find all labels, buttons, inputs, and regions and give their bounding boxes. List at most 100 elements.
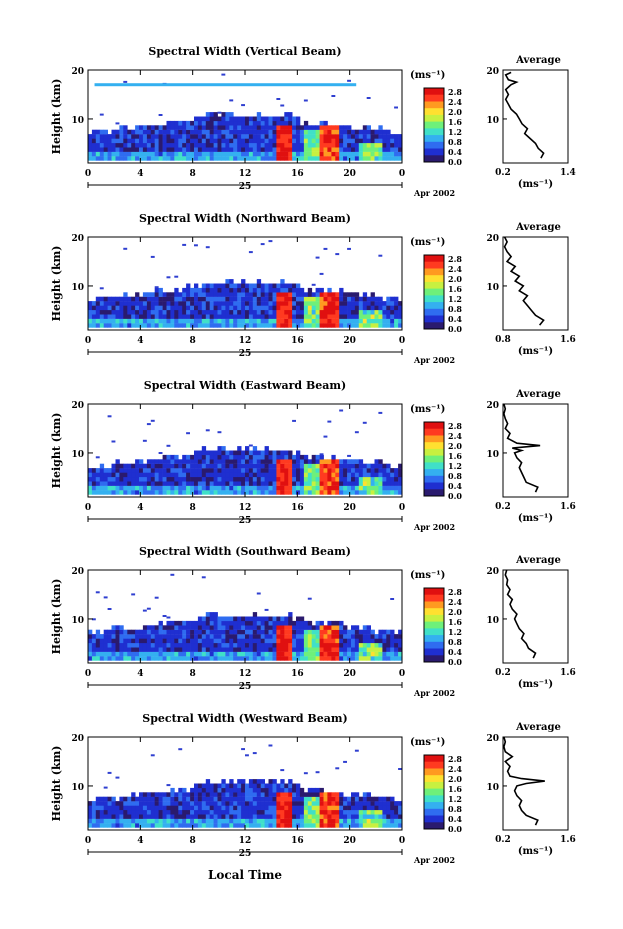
y-tick-label: 10 (71, 283, 84, 293)
colorbar-swatch (424, 101, 444, 109)
panel-2: Spectral Width (Northward Beam) 20 10 Heigh… (50, 212, 576, 365)
colorbar-swatch (424, 648, 444, 656)
panel-4: Spectral Width (Southward Beam) 20 10 Heigh… (50, 545, 576, 698)
y-tick-label: 10 (71, 616, 84, 626)
colorbar-tick-label: 2.0 (448, 607, 462, 617)
average-x-label: (ms⁻¹) (518, 679, 553, 690)
x-tick-label: 8 (190, 503, 196, 513)
panel-title: Spectral Width (Vertical Beam) (148, 45, 341, 58)
average-x-tick-label: 1.6 (560, 335, 576, 345)
colorbar-tick-label: 2.4 (448, 431, 462, 441)
colorbar-swatch (424, 88, 444, 96)
x-tick-label: 12 (239, 836, 252, 846)
colorbar-tick-label: 1.6 (448, 284, 462, 294)
average-x-tick-label: 0.2 (495, 835, 511, 845)
x-tick-label: 0 (85, 336, 91, 346)
colorbar-tick-label: 0.4 (448, 147, 462, 157)
average-x-tick-label: 0.2 (495, 668, 511, 678)
x-tick-label: 12 (239, 169, 252, 179)
y-tick-label: 10 (71, 783, 84, 793)
colorbar-swatch (424, 795, 444, 803)
colorbar-tick-label: 0.0 (448, 157, 462, 167)
colorbar-swatch (424, 268, 444, 276)
colorbar-tick-label: 0.0 (448, 491, 462, 501)
colorbar-tick-label: 0.4 (448, 647, 462, 657)
x-tick-label: 4 (137, 503, 143, 513)
colorbar-swatch (424, 775, 444, 783)
colorbar-tick-label: 0.0 (448, 824, 462, 834)
x-tick-label: 0 (85, 169, 91, 179)
colorbar-tick-label: 1.6 (448, 117, 462, 127)
colorbar-swatch (424, 475, 444, 483)
colorbar-tick-label: 0.8 (448, 637, 462, 647)
average-profile-line (503, 236, 545, 326)
colorbar-tick-label: 2.8 (448, 87, 462, 97)
x-tick-label: 4 (137, 669, 143, 679)
colorbar-frame (423, 421, 445, 497)
colorbar-tick-label: 0.4 (448, 314, 462, 324)
colorbar-tick-label: 2.4 (448, 764, 462, 774)
colorbar-swatch (424, 641, 444, 649)
colorbar-swatch (424, 442, 444, 450)
heatmap-cells (88, 240, 403, 328)
x-tick-label: 0 (399, 836, 405, 846)
x-tick-label: 8 (190, 836, 196, 846)
colorbar-swatch (424, 802, 444, 810)
colorbar-units: (ms⁻¹) (410, 570, 445, 581)
x-tick-label: 16 (291, 169, 304, 179)
average-profile-line (503, 736, 545, 826)
average-x-label: (ms⁻¹) (518, 513, 553, 524)
date-label: Apr 2002 (413, 522, 455, 532)
colorbar-tick-label: 1.2 (448, 461, 462, 471)
x-tick-label: 0 (399, 169, 405, 179)
y-tick-label: 20 (71, 234, 84, 244)
colorbar-swatch (424, 621, 444, 629)
colorbar-swatch (424, 489, 444, 497)
colorbar-tick-label: 1.2 (448, 627, 462, 637)
x-tick-label: 16 (291, 336, 304, 346)
average-y-tick-label: 10 (486, 783, 499, 793)
y-tick-label: 20 (71, 567, 84, 577)
date-label: Apr 2002 (413, 188, 455, 198)
colorbar-tick-label: 2.0 (448, 274, 462, 284)
x-tick-label: 16 (291, 503, 304, 513)
x-tick-label: 4 (137, 836, 143, 846)
heatmap-cells (88, 73, 403, 161)
average-x-tick-label: 1.6 (560, 502, 576, 512)
average-profile-line (504, 569, 537, 659)
colorbar-tick-label: 2.0 (448, 774, 462, 784)
colorbar-swatch (424, 261, 444, 269)
average-x-label: (ms⁻¹) (518, 179, 553, 190)
average-x-label: (ms⁻¹) (518, 346, 553, 357)
colorbar-frame (423, 254, 445, 330)
average-frame (502, 236, 569, 331)
colorbar-swatch (424, 288, 444, 296)
colorbar-swatch (424, 135, 444, 143)
y-axis-label: Height (km) (50, 579, 63, 655)
colorbar-swatch (424, 128, 444, 136)
x-tick-label: 4 (137, 169, 143, 179)
colorbar-swatch (424, 482, 444, 490)
average-y-tick-label: 20 (486, 734, 499, 744)
y-axis-label: Height (km) (50, 246, 63, 322)
colorbar-swatch (424, 315, 444, 323)
colorbar-swatch (424, 121, 444, 129)
average-x-tick-label: 0.8 (495, 335, 511, 345)
colorbar-swatch (424, 462, 444, 470)
colorbar-tick-label: 2.8 (448, 754, 462, 764)
panel-title: Spectral Width (Eastward Beam) (144, 379, 346, 392)
upper-layer (94, 83, 357, 87)
y-tick-label: 20 (71, 67, 84, 77)
colorbar-swatch (424, 822, 444, 830)
colorbar-swatch (424, 302, 444, 310)
average-y-tick-label: 10 (486, 450, 499, 460)
colorbar-tick-label: 2.4 (448, 264, 462, 274)
colorbar-swatch (424, 255, 444, 263)
colorbar-swatch (424, 295, 444, 303)
average-y-tick-label: 20 (486, 67, 499, 77)
panel-title: Spectral Width (Southward Beam) (139, 545, 351, 558)
colorbar-units: (ms⁻¹) (410, 737, 445, 748)
colorbar-swatch (424, 455, 444, 463)
average-y-tick-label: 10 (486, 116, 499, 126)
colorbar-swatch (424, 435, 444, 443)
